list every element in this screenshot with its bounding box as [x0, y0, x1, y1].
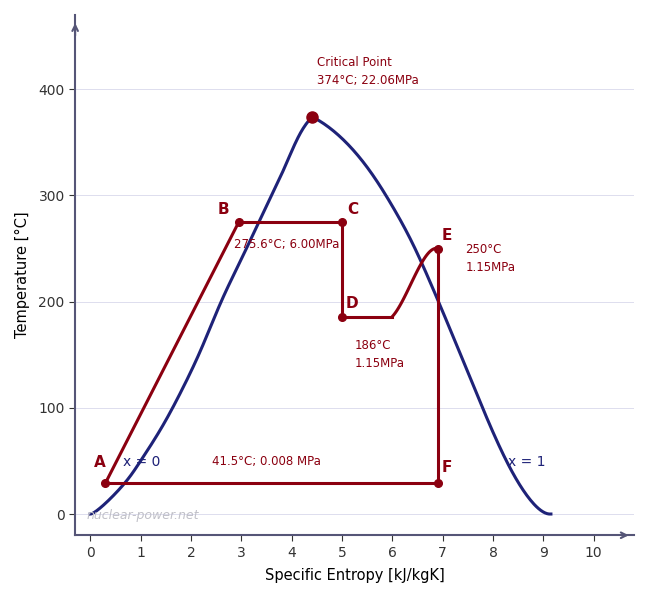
Y-axis label: Temperature [°C]: Temperature [°C] [15, 212, 30, 338]
Text: nuclear-power.net: nuclear-power.net [86, 509, 199, 522]
Text: B: B [218, 202, 230, 216]
X-axis label: Specific Entropy [kJ/kgK]: Specific Entropy [kJ/kgK] [265, 568, 445, 583]
Text: Critical Point
374°C; 22.06MPa: Critical Point 374°C; 22.06MPa [317, 56, 419, 87]
Text: F: F [442, 460, 452, 475]
Text: A: A [93, 456, 105, 471]
Text: D: D [346, 296, 359, 311]
Text: 275.6°C; 6.00MPa: 275.6°C; 6.00MPa [234, 238, 339, 251]
Text: E: E [442, 228, 452, 243]
Text: C: C [347, 202, 358, 216]
Text: x = 0: x = 0 [123, 456, 160, 469]
Text: x = 1: x = 1 [508, 456, 546, 469]
Text: 186°C
1.15MPa: 186°C 1.15MPa [354, 339, 404, 370]
Text: 250°C
1.15MPa: 250°C 1.15MPa [465, 243, 515, 274]
Text: 41.5°C; 0.008 MPa: 41.5°C; 0.008 MPa [212, 455, 321, 468]
